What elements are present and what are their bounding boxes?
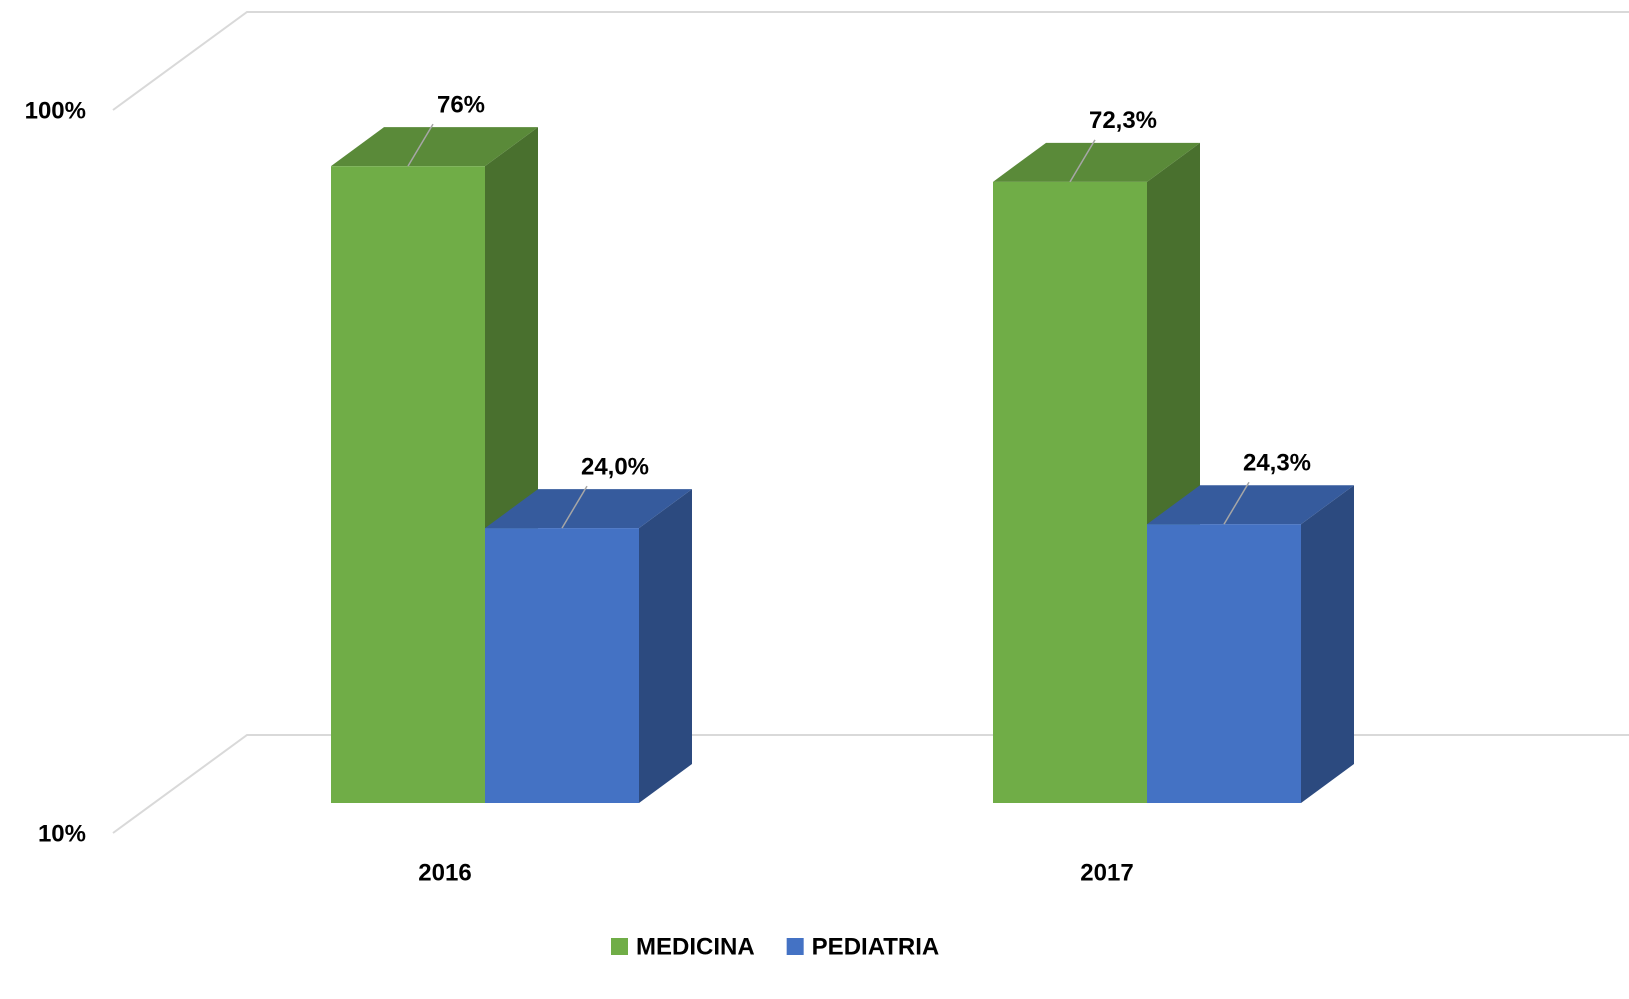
data-label: 76% [437, 92, 485, 119]
legend-swatch [786, 938, 804, 955]
legend-swatch [611, 938, 628, 955]
data-label: 24,0% [581, 453, 649, 480]
bar [1147, 524, 1301, 803]
data-label: 72,3% [1089, 107, 1157, 134]
y-tick-label: 100% [25, 97, 86, 124]
x-tick-label: 2016 [418, 859, 471, 886]
y-tick-label: 10% [38, 820, 86, 847]
leader-line [407, 123, 434, 167]
leader-line [1223, 481, 1250, 525]
bar-top [331, 127, 538, 167]
x-tick-label: 2017 [1080, 859, 1133, 886]
bar-top [993, 142, 1200, 182]
leader-line [1069, 139, 1096, 183]
legend-label: MEDICINA [636, 933, 755, 960]
bar [485, 528, 639, 803]
bar-side [639, 489, 692, 803]
bar-side [1301, 485, 1354, 803]
bar-top [485, 489, 692, 529]
legend-label: PEDIATRIA [812, 933, 940, 960]
leader-line [561, 485, 588, 529]
grid-line [112, 11, 1629, 111]
data-label: 24,3% [1243, 450, 1311, 477]
bar [331, 166, 485, 804]
bar [993, 181, 1147, 803]
bar-top [1147, 485, 1354, 525]
